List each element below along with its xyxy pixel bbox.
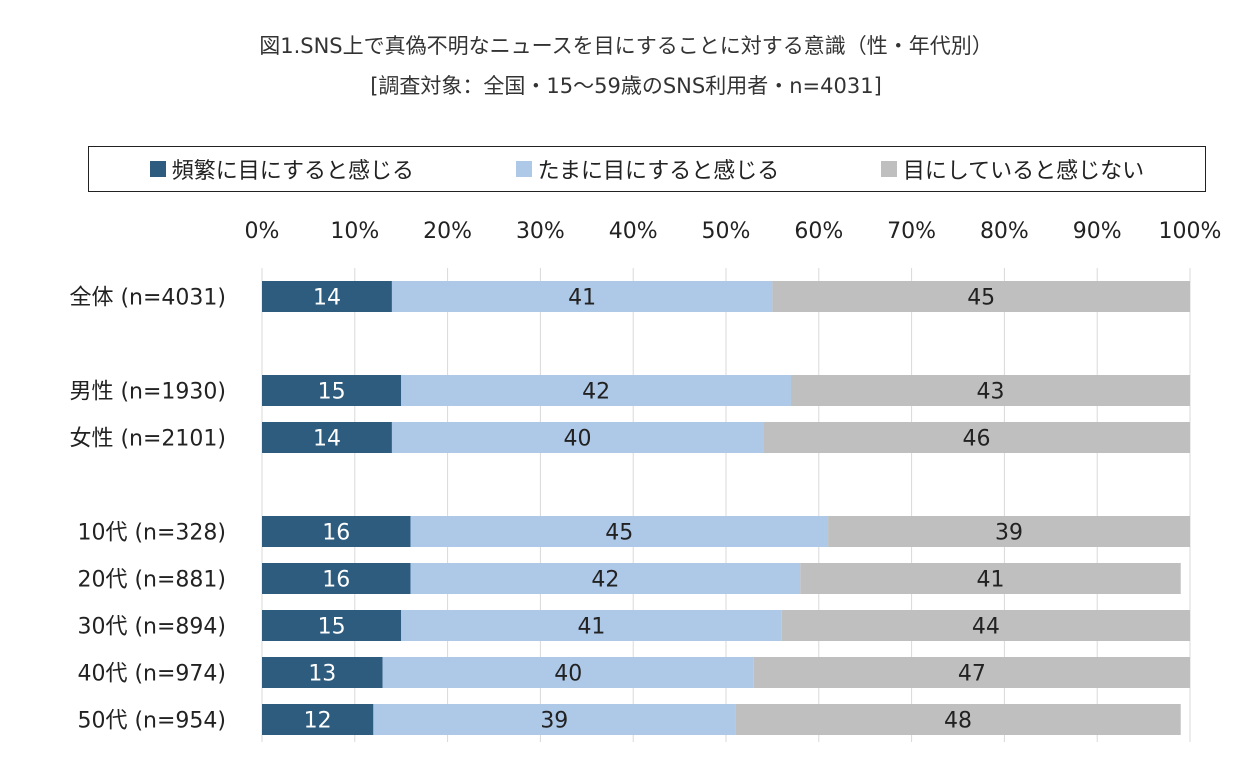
data-label: 48	[944, 709, 972, 734]
data-label: 13	[308, 662, 336, 687]
category-label: 30代 (n=894)	[77, 615, 226, 640]
chart-subtitle: [調査対象：全国・15〜59歳のSNS利用者・n=4031]	[370, 74, 882, 98]
data-label: 42	[582, 380, 610, 405]
bar-segment	[763, 422, 1190, 453]
bar-segment	[410, 516, 829, 547]
bar-segment	[262, 657, 383, 688]
x-tick-label: 10%	[330, 219, 379, 244]
data-label: 47	[958, 662, 986, 687]
legend: 頻繁に目にすると感じる たまに目にすると感じる 目にしていると感じない	[88, 146, 1206, 192]
bar-segment	[410, 563, 801, 594]
x-tick-label: 50%	[702, 219, 751, 244]
legend-item-occasional: たまに目にすると感じる	[515, 153, 780, 185]
data-label: 41	[577, 615, 605, 640]
data-label: 46	[963, 427, 991, 452]
bar-segment	[262, 610, 402, 641]
bar-segment	[373, 704, 736, 735]
x-tick-label: 20%	[423, 219, 472, 244]
bar-segment	[735, 704, 1181, 735]
data-label: 44	[972, 615, 1000, 640]
bar-segment	[262, 516, 411, 547]
legend-swatch-frequent	[149, 161, 166, 177]
legend-item-frequent: 頻繁に目にすると感じる	[149, 153, 415, 185]
x-tick-label: 60%	[794, 219, 843, 244]
category-label: 10代 (n=328)	[77, 521, 226, 546]
legend-label-none: 目にしていると感じない	[902, 159, 1145, 184]
bar-segment	[772, 281, 1190, 312]
bar-segment	[391, 422, 764, 453]
bar-segment	[262, 422, 392, 453]
bar-segment	[262, 563, 411, 594]
bar-segment	[401, 610, 782, 641]
x-tick-label: 70%	[887, 219, 936, 244]
data-label: 40	[554, 662, 582, 687]
data-label: 14	[313, 286, 341, 311]
bar-segment	[753, 657, 1190, 688]
bar-segment	[781, 610, 1190, 641]
category-label: 全体 (n=4031)	[69, 286, 226, 311]
chart-title: 図1.SNS上で真偽不明なニュースを目にすることに対する意識（性・年代別）	[259, 34, 993, 58]
x-tick-label: 30%	[516, 219, 565, 244]
bar-segment	[800, 563, 1181, 594]
bar-segment	[262, 704, 374, 735]
legend-swatch-none	[880, 161, 897, 177]
legend-label-frequent: 頻繁に目にすると感じる	[171, 159, 415, 184]
category-label: 20代 (n=881)	[77, 568, 226, 593]
legend-item-none: 目にしていると感じない	[880, 153, 1145, 185]
bar-segment	[262, 375, 402, 406]
x-tick-label: 80%	[980, 219, 1029, 244]
data-label: 16	[322, 568, 350, 593]
data-label: 15	[318, 615, 346, 640]
data-label: 45	[967, 286, 995, 311]
data-label: 43	[976, 380, 1004, 405]
data-label: 16	[322, 521, 350, 546]
x-tick-label: 40%	[609, 219, 658, 244]
legend-swatch-occasional	[515, 161, 532, 177]
data-label: 42	[591, 568, 619, 593]
data-label: 39	[540, 709, 568, 734]
bar-segment	[382, 657, 754, 688]
bar-segment	[828, 516, 1190, 547]
category-label: 女性 (n=2101)	[69, 427, 226, 452]
category-label: 男性 (n=1930)	[69, 380, 226, 405]
data-label: 40	[564, 427, 592, 452]
x-tick-label: 100%	[1159, 219, 1222, 244]
data-label: 39	[995, 521, 1023, 546]
data-label: 14	[313, 427, 341, 452]
bar-segment	[790, 375, 1190, 406]
x-tick-label: 90%	[1073, 219, 1122, 244]
data-label: 15	[318, 380, 346, 405]
data-label: 41	[568, 286, 596, 311]
category-label: 40代 (n=974)	[77, 662, 226, 687]
data-label: 12	[304, 709, 332, 734]
bar-segment	[391, 281, 773, 312]
legend-label-occasional: たまに目にすると感じる	[537, 159, 780, 184]
data-label: 45	[605, 521, 633, 546]
x-tick-label: 0%	[245, 219, 280, 244]
bar-segment	[262, 281, 392, 312]
bar-segment	[401, 375, 791, 406]
category-label: 50代 (n=954)	[77, 709, 226, 734]
data-label: 41	[976, 568, 1004, 593]
